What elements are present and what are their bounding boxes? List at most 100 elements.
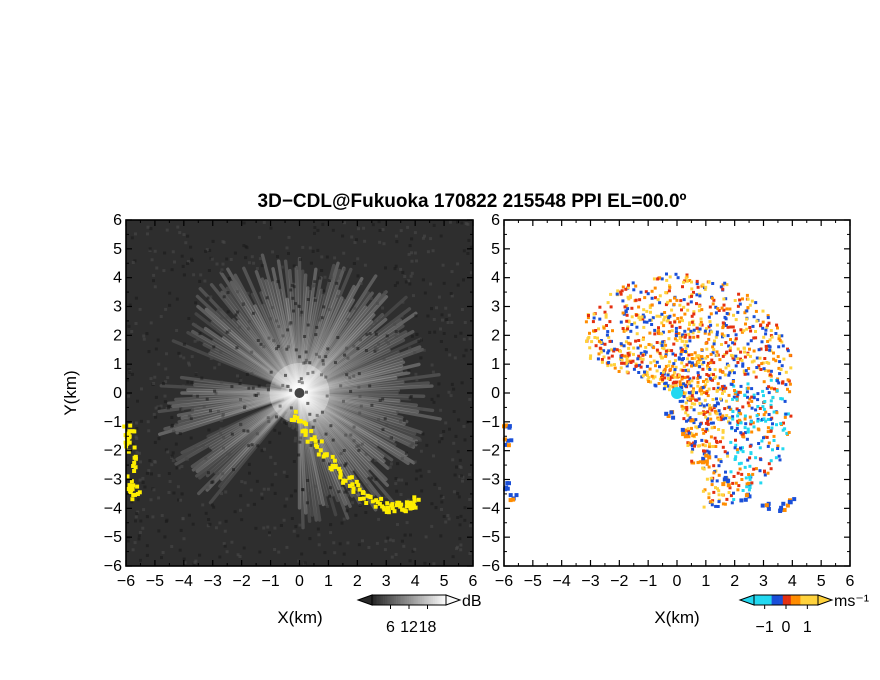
speckle [168, 480, 172, 483]
velocity-pixel [641, 374, 645, 378]
speckle [320, 373, 323, 377]
speckle [342, 552, 346, 556]
speckle [225, 478, 229, 482]
colorbar-cell [768, 595, 771, 605]
speckle [401, 270, 405, 274]
velocity-pixel [721, 370, 725, 374]
speckle [131, 442, 135, 446]
speckle [329, 523, 333, 527]
velocity-pixel [688, 416, 692, 420]
velocity-pixel [772, 357, 776, 361]
velocity-pixel [728, 416, 732, 420]
velocity-pixel [708, 403, 711, 407]
speckle [247, 261, 251, 265]
velocity-pixel [690, 364, 693, 368]
velocity-pixel [734, 318, 738, 322]
speckle [342, 251, 346, 255]
velocity-pixel [632, 288, 636, 292]
velocity-pixel [598, 305, 602, 309]
obstacle-velocity-pixel [792, 497, 797, 502]
velocity-pixel [643, 296, 647, 300]
velocity-pixel [679, 352, 683, 356]
velocity-pixel [774, 456, 778, 460]
speckle [236, 310, 240, 314]
colorbar-cell [434, 595, 438, 605]
velocity-pixel [660, 332, 664, 336]
velocity-pixel [750, 395, 754, 399]
velocity-pixel [652, 359, 656, 363]
velocity-pixel [597, 339, 601, 343]
velocity-pixel [634, 339, 638, 343]
velocity-pixel [692, 310, 696, 314]
velocity-pixel [707, 492, 711, 496]
obstacle-echo-pixel [131, 493, 136, 497]
speckle [297, 559, 301, 563]
velocity-pixel [661, 345, 665, 349]
velocity-pixel [715, 350, 719, 354]
speckle [395, 240, 399, 244]
echo-ray [191, 329, 302, 395]
speckle [459, 331, 463, 335]
x-tick-label: 0 [295, 573, 304, 590]
velocity-pixel [638, 363, 642, 367]
velocity-pixel [734, 455, 738, 459]
obstacle-echo-pixel [416, 497, 421, 502]
speckle [222, 542, 226, 546]
speckle [152, 273, 156, 277]
obstacle-echo-pixel [399, 502, 404, 507]
velocity-pixel [602, 349, 606, 353]
speckle [357, 543, 361, 547]
speckle [157, 406, 161, 410]
velocity-pixel [747, 488, 751, 492]
velocity-pixel [757, 364, 761, 368]
velocity-pixel [756, 417, 760, 421]
speckle [178, 432, 182, 436]
speckle [408, 346, 412, 350]
velocity-pixel [690, 353, 694, 357]
speckle [273, 526, 277, 530]
speckle [269, 317, 273, 321]
echo-ray [297, 263, 336, 395]
speckle [131, 261, 135, 264]
velocity-pixel [687, 332, 691, 336]
velocity-pixel [709, 312, 713, 316]
velocity-pixel [638, 318, 642, 322]
velocity-pixel [677, 332, 681, 335]
speckle [138, 531, 142, 534]
speckle [244, 256, 248, 260]
velocity-pixel [625, 319, 629, 323]
velocity-pixel [653, 328, 657, 332]
obstacle-velocity-pixel [760, 503, 765, 508]
velocity-pixel [758, 407, 762, 410]
obstacle-echo-pixel [357, 487, 362, 492]
velocity-pixel [769, 369, 773, 373]
velocity-pixel [714, 504, 718, 508]
speckle [450, 320, 454, 324]
velocity-pixel [622, 344, 626, 348]
speckle [134, 232, 137, 236]
velocity-pixel [766, 444, 770, 448]
velocity-pixel [692, 434, 696, 438]
velocity-pixel [627, 353, 631, 357]
velocity-pixel [634, 364, 638, 368]
speckle [127, 324, 131, 328]
colorbar-cell [394, 595, 397, 605]
y-tick-label: 3 [491, 299, 500, 316]
speckle [444, 520, 448, 524]
velocity-pixel [734, 443, 738, 447]
velocity-pixel [705, 391, 709, 395]
velocity-pixel [771, 448, 774, 452]
velocity-pixel [688, 295, 692, 299]
velocity-pixel [752, 396, 756, 400]
velocity-pixel [697, 360, 701, 364]
velocity-pixel [736, 414, 740, 418]
velocity-pixel [668, 284, 671, 288]
velocity-pixel [704, 356, 708, 360]
obstacle-echo-pixel [126, 449, 131, 454]
speckle [304, 358, 308, 362]
speckle [190, 259, 194, 262]
speckle [192, 273, 196, 277]
speckle [339, 452, 343, 456]
velocity-pixel [722, 297, 726, 301]
speckle [458, 465, 462, 469]
